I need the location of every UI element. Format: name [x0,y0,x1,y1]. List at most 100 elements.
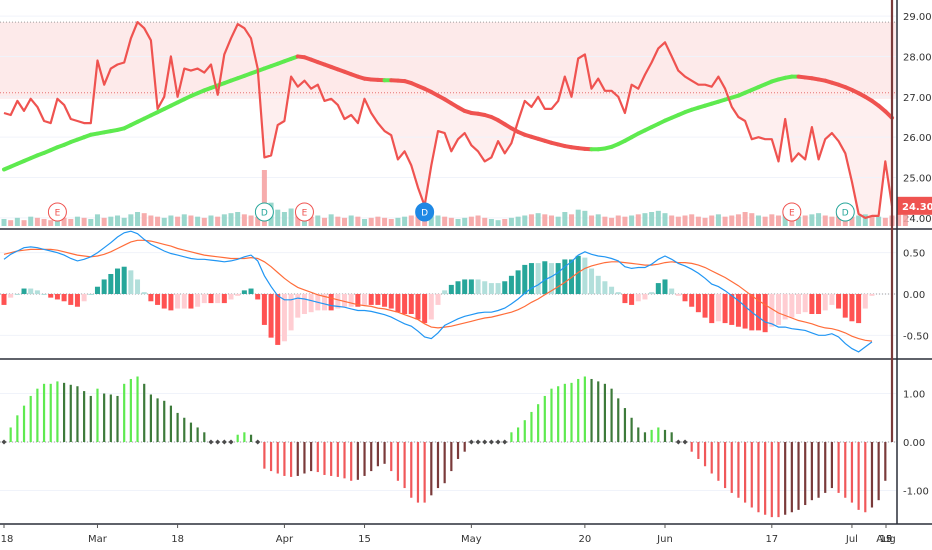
macd-histogram-bar [428,294,434,320]
oscillator-zero-marker [255,439,261,445]
price-y-tick-label: 29.00 [903,12,932,23]
price-line[interactable] [3,21,894,219]
volume-bar [235,212,241,226]
macd-histogram-bar [161,294,167,309]
x-axis-tick-label: 19 [880,534,893,545]
macd-histogram-bar [402,294,408,315]
macd-histogram-bar [702,294,708,318]
volume-bar [856,215,862,226]
volume-bar [335,216,341,226]
x-axis-tick-label: Jul [845,534,858,545]
x-axis-tick-label: Aug [876,534,896,545]
volume-bar [48,220,54,226]
volume-bar [555,216,561,226]
oscillator-zero-marker [682,439,688,445]
oscillator-zero-marker [488,439,494,445]
macd-histogram-bar [261,294,267,325]
price-pane[interactable]: 29.00 28.00 27.00 26.00 25.00 24.00 E D E D E D 24.3… [0,0,932,226]
macd-histogram-bar [842,294,848,318]
volume-bar [395,217,401,226]
macd-histogram-bar [495,283,501,294]
volume-bar [342,217,348,226]
volume-bar [34,217,40,226]
volume-bar [261,170,267,226]
macd-histogram-bar [168,294,174,311]
macd-histogram-bar [569,259,575,294]
macd-histogram-bar [542,261,548,294]
volume-bar [488,219,494,226]
oscillator-zero-marker [221,439,227,445]
macd-histogram-bar [809,294,815,315]
oscillator-zero-marker [208,439,214,445]
volume-bar [515,216,521,226]
volume-bar [108,216,114,226]
macd-histogram-bar [175,294,181,309]
volume-bar [248,215,254,226]
x-axis-tick-label: 20 [579,534,592,545]
macd-histogram-bar [308,294,314,313]
macd-histogram-bar [181,294,187,309]
earnings-event-marker[interactable] [47,202,67,222]
macd-histogram-bar [769,294,775,327]
price-shaded-band [0,22,896,99]
macd-histogram-bar [362,294,368,305]
event-marker-label: D [261,209,268,219]
macd-histogram-bar [669,288,675,294]
dividend-event-marker[interactable] [835,202,855,222]
macd-histogram-bar [715,294,721,322]
price-y-tick-label: 26.00 [903,133,932,144]
volume-bar [655,210,661,226]
macd-histogram-bar [275,294,281,345]
volume-bar [629,215,635,226]
volume-bar [275,209,281,226]
volume-bar [522,215,528,226]
macd-histogram-bar [662,279,668,294]
macd-histogram-bar [508,275,514,294]
volume-bar [649,212,655,226]
macd-histogram-bar [301,294,307,315]
volume-bar [328,214,334,226]
macd-histogram-bar [635,294,641,302]
volume-bar [902,212,908,226]
volume-bar [869,215,875,226]
macd-histogram-bar [281,294,287,342]
macd-histogram-bar [475,279,481,294]
macd-histogram-bar [829,294,835,305]
volume-bar [88,219,94,226]
earnings-event-marker[interactable] [294,202,314,222]
volume-bar [14,217,20,226]
volume-bar [542,214,548,226]
oscillator-zero-marker [228,439,234,445]
earnings-event-marker[interactable] [782,202,802,222]
macd-pane[interactable]: 0.50 0.00 -0.50 [0,228,932,353]
macd-histogram-bar [408,294,414,315]
dividend-event-marker[interactable] [254,202,274,222]
macd-histogram-bar [268,294,274,338]
macd-histogram-bar [535,263,541,294]
macd-line[interactable] [3,230,873,353]
macd-histogram-bar [101,279,107,294]
oscillator-pane[interactable]: 1.00 0.00 -1.00 [0,0,932,518]
macd-histogram-bar [88,294,94,295]
macd-histogram-bar [522,264,528,294]
oscillator-zero-marker [675,439,681,445]
macd-histogram-bar [802,294,808,313]
macd-histogram-bar [822,294,828,311]
volume-bar [816,213,822,226]
macd-histogram-bar [515,270,521,294]
volume-bar [709,215,715,226]
dividend-event-marker[interactable] [415,202,435,222]
oscillator-zero-marker [1,439,7,445]
moving-average-segment [883,109,894,120]
volume-bar [68,219,74,226]
last-price-label: 24.30 [902,202,932,213]
macd-signal-line[interactable] [3,239,873,342]
volume-bar [896,214,902,226]
macd-histogram-bar [128,270,134,294]
volume-bar [468,216,474,226]
volume-bar [508,217,514,226]
volume-bar [402,216,408,226]
x-axis-tick-label: Jun [656,534,673,545]
